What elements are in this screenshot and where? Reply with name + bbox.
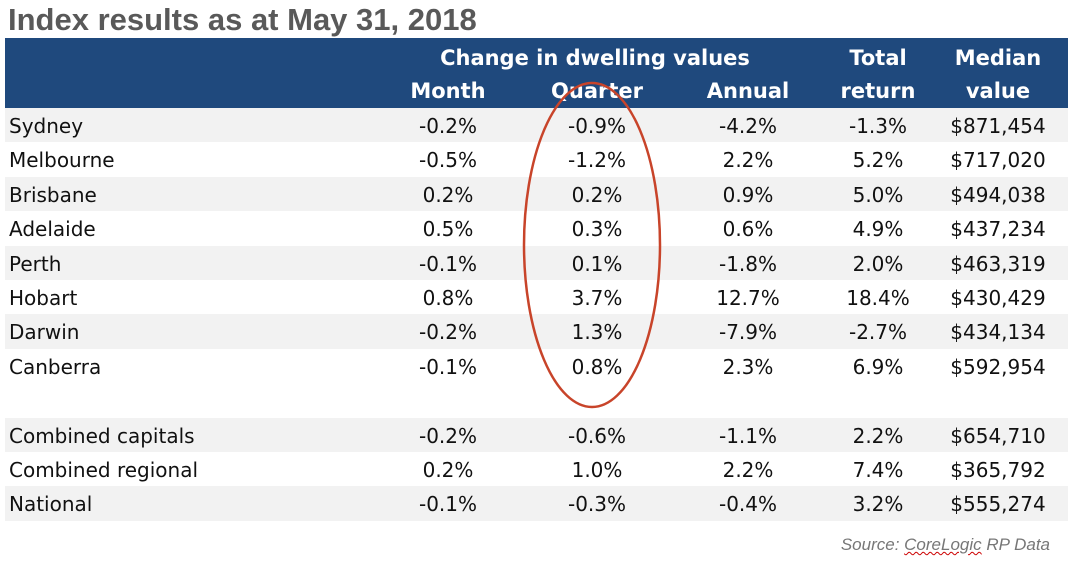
header-group-change: Change in dwelling values	[440, 46, 750, 70]
cell-total: 6.9%	[852, 354, 904, 379]
cell-annual: -1.1%	[718, 423, 778, 448]
cell-annual: -0.4%	[718, 492, 778, 517]
cell-annual: 0.9%	[722, 182, 774, 207]
table-row: Hobart 0.8% 3.7% 12.7% 18.4% $430,429	[5, 280, 1068, 314]
cell-quarter: 0.3%	[571, 217, 623, 242]
cell-total: -1.3%	[848, 114, 908, 138]
cell-total: 2.0%	[852, 251, 904, 276]
table-row: Canberra -0.1% 0.8% 2.3% 6.9% $592,954	[5, 349, 1068, 383]
cell-month: -0.2%	[418, 114, 478, 138]
cell-total: 4.9%	[852, 217, 904, 242]
cell-median: $434,134	[950, 320, 1046, 345]
header-quarter: Quarter	[551, 79, 643, 103]
cell-name: Adelaide	[9, 217, 96, 242]
cell-quarter: 3.7%	[571, 285, 623, 310]
cell-total: 3.2%	[852, 492, 904, 517]
header-total: Total	[849, 46, 907, 70]
cell-month: -0.5%	[418, 148, 478, 173]
table-row: Sydney -0.2% -0.9% -4.2% -1.3% $871,454	[5, 108, 1068, 143]
cell-annual: 2.3%	[722, 354, 774, 379]
table-row: Adelaide 0.5% 0.3% 0.6% 4.9% $437,234	[5, 211, 1068, 245]
cell-quarter: -0.3%	[567, 492, 627, 517]
cell-median: $494,038	[950, 182, 1046, 207]
cell-name: Darwin	[9, 320, 80, 345]
source-brand: CoreLogic	[904, 535, 982, 554]
cell-median: $717,020	[950, 148, 1046, 173]
header-month: Month	[410, 79, 486, 103]
cell-total: 7.4%	[852, 457, 904, 482]
cell-median: $463,319	[950, 251, 1046, 276]
cell-name: Canberra	[9, 354, 102, 379]
table-row: National -0.1% -0.3% -0.4% 3.2% $555,274	[5, 486, 1068, 521]
cell-month: -0.1%	[418, 492, 478, 517]
table-row: Melbourne -0.5% -1.2% 2.2% 5.2% $717,020	[5, 142, 1068, 176]
cell-month: -0.1%	[418, 354, 478, 379]
cell-annual: 12.7%	[716, 285, 780, 310]
cell-annual: 2.2%	[722, 148, 774, 173]
cell-total: -2.7%	[848, 320, 908, 345]
cell-annual: -1.8%	[718, 251, 778, 276]
table-row: Brisbane 0.2% 0.2% 0.9% 5.0% $494,038	[5, 176, 1068, 212]
table-row: Combined regional 0.2% 1.0% 2.2% 7.4% $365,79…	[5, 452, 1068, 486]
cell-total: 18.4%	[846, 285, 910, 310]
cell-month: -0.1%	[418, 251, 478, 276]
table-row: Darwin -0.2% 1.3% -7.9% -2.7% $434,134	[5, 314, 1068, 349]
cell-quarter: -0.9%	[567, 114, 627, 138]
cell-annual: 2.2%	[722, 457, 774, 482]
cell-quarter: 0.2%	[571, 182, 623, 207]
cell-name: Hobart	[9, 285, 78, 310]
cell-quarter: 1.0%	[571, 457, 623, 482]
cell-annual: -4.2%	[718, 114, 778, 138]
cell-median: $592,954	[950, 354, 1046, 379]
cell-name: Sydney	[9, 114, 84, 138]
header-value: value	[965, 79, 1031, 103]
page-title: Index results as at May 31, 2018	[8, 2, 477, 37]
cell-name: Combined regional	[9, 457, 199, 482]
cell-total: 5.2%	[852, 148, 904, 173]
cell-quarter: -0.6%	[567, 423, 627, 448]
cell-annual: 0.6%	[722, 217, 774, 242]
spacer-row	[5, 383, 1068, 417]
cell-month: 0.2%	[422, 457, 474, 482]
cell-name: National	[9, 492, 93, 517]
cell-quarter: 0.8%	[571, 354, 623, 379]
table-header: Change in dwelling values Month Quarter …	[5, 38, 1068, 108]
cell-quarter: 0.1%	[571, 251, 623, 276]
source-note: Source: CoreLogic RP Data	[841, 535, 1050, 555]
cell-median: $555,274	[950, 492, 1046, 517]
header-median: Median	[954, 46, 1042, 70]
cell-month: -0.2%	[418, 423, 478, 448]
header-annual: Annual	[706, 79, 790, 103]
cell-name: Perth	[9, 251, 62, 276]
cell-quarter: -1.2%	[567, 148, 627, 173]
cell-median: $871,454	[950, 114, 1046, 138]
header-return: return	[840, 79, 916, 103]
cell-month: 0.8%	[422, 285, 474, 310]
source-suffix: RP Data	[981, 535, 1050, 554]
source-prefix: Source:	[840, 535, 905, 554]
cell-total: 5.0%	[852, 182, 904, 207]
cell-name: Combined capitals	[9, 423, 195, 448]
table-row: Combined capitals -0.2% -0.6% -1.1% 2.2% $654…	[5, 417, 1068, 452]
cell-quarter: 1.3%	[571, 320, 623, 345]
cell-median: $365,792	[950, 457, 1046, 482]
cell-total: 2.2%	[852, 423, 904, 448]
cell-month: -0.2%	[418, 320, 478, 345]
cell-median: $437,234	[950, 217, 1046, 242]
cell-month: 0.2%	[422, 182, 474, 207]
cell-median: $430,429	[950, 285, 1046, 310]
cell-median: $654,710	[950, 423, 1046, 448]
table-row: Perth -0.1% 0.1% -1.8% 2.0% $463,319	[5, 245, 1068, 280]
cell-name: Brisbane	[9, 182, 97, 207]
index-results-table: Change in dwelling values Month Quarter …	[5, 38, 1068, 521]
cell-annual: -7.9%	[718, 320, 778, 345]
cell-name: Melbourne	[9, 148, 115, 173]
cell-month: 0.5%	[422, 217, 474, 242]
